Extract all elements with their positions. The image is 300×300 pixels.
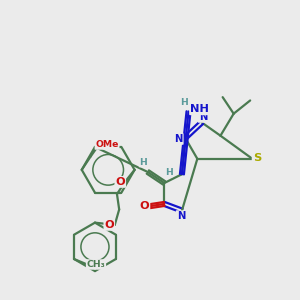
Text: OMe: OMe (95, 140, 119, 149)
Text: O: O (140, 201, 149, 211)
Text: NH: NH (190, 104, 209, 114)
Text: N: N (177, 211, 185, 221)
Text: CH₃: CH₃ (87, 260, 105, 269)
Text: S: S (253, 153, 261, 163)
Text: H: H (140, 158, 147, 166)
Text: H: H (165, 167, 172, 176)
Text: O: O (104, 220, 114, 230)
Text: H: H (180, 98, 188, 107)
Text: N: N (199, 112, 207, 122)
Text: N: N (174, 134, 183, 144)
Text: O: O (116, 177, 125, 187)
